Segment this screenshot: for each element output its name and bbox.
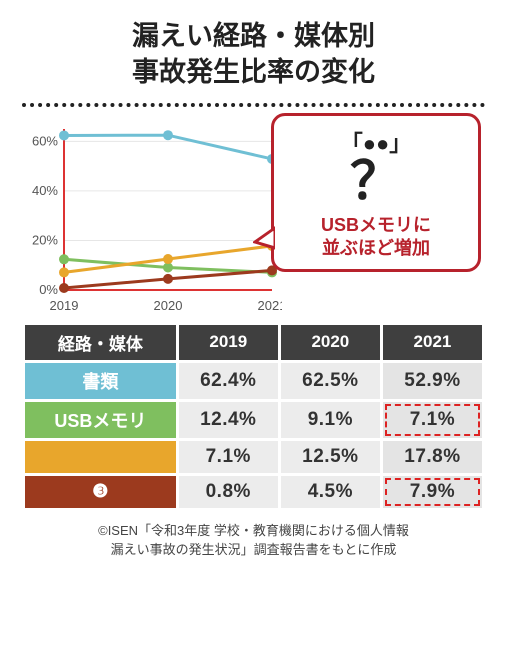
main-title: 漏えい経路・媒体別 事故発生比率の変化 (22, 18, 485, 91)
svg-text:40%: 40% (32, 183, 58, 198)
title-line-2: 事故発生比率の変化 (132, 57, 375, 87)
svg-text:2019: 2019 (50, 298, 79, 313)
table-category-cell: 書類 (25, 363, 176, 399)
table-value-cell: 62.5% (281, 363, 380, 399)
bubble-subtitle: USBメモリに 並ぶほど増加 (282, 214, 470, 261)
table-header-year: 2021 (383, 325, 482, 360)
table-row: USBメモリ12.4%9.1%7.1% (25, 402, 482, 438)
table-category-cell: ❸ (25, 476, 176, 508)
table-value-cell: 52.9% (383, 363, 482, 399)
table-value-cell: 7.1% (179, 441, 278, 473)
svg-text:0%: 0% (39, 282, 58, 297)
bubble-question-mark: ？ (282, 156, 470, 208)
table-category-cell (25, 441, 176, 473)
line-chart: 0% 20% 40% 60% 2019 2020 2021 (22, 121, 282, 316)
infographic-container: 漏えい経路・媒体別 事故発生比率の変化 0%20%40%60%201920202… (0, 0, 507, 648)
chart-area: 0%20%40%60%201920202021 「●●」 ？ USBメモリに 並… (22, 121, 485, 316)
table-value-cell: 9.1% (281, 402, 380, 438)
table-row: 書類62.4%62.5%52.9% (25, 363, 482, 399)
table-value-cell: 62.4% (179, 363, 278, 399)
dotted-divider (22, 103, 485, 107)
data-table: 経路・媒体201920202021書類62.4%62.5%52.9%USBメモリ… (22, 322, 485, 511)
table-value-cell: 0.8% (179, 476, 278, 508)
data-table-wrap: 経路・媒体201920202021書類62.4%62.5%52.9%USBメモリ… (22, 322, 485, 511)
table-value-cell: 7.9% (383, 476, 482, 508)
table-value-cell: 7.1% (383, 402, 482, 438)
table-row: 7.1%12.5%17.8% (25, 441, 482, 473)
table-value-cell: 4.5% (281, 476, 380, 508)
svg-text:20%: 20% (32, 232, 58, 247)
bubble-tail-icon (253, 226, 275, 250)
speech-bubble: 「●●」 ？ USBメモリに 並ぶほど増加 (271, 113, 481, 272)
table-value-cell: 17.8% (383, 441, 482, 473)
table-header-year: 2020 (281, 325, 380, 360)
source-citation: ©ISEN「令和3年度 学校・教育機関における個人情報 漏えい事故の発生状況」調… (22, 521, 485, 560)
svg-text:2021: 2021 (258, 298, 282, 313)
title-line-1: 漏えい経路・媒体別 (132, 21, 375, 51)
svg-text:2020: 2020 (154, 298, 183, 313)
table-header-category: 経路・媒体 (25, 325, 176, 360)
table-header-year: 2019 (179, 325, 278, 360)
table-value-cell: 12.5% (281, 441, 380, 473)
table-value-cell: 12.4% (179, 402, 278, 438)
table-category-cell: USBメモリ (25, 402, 176, 438)
bubble-box: 「●●」 ？ USBメモリに 並ぶほど増加 (271, 113, 481, 272)
table-row: ❸0.8%4.5%7.9% (25, 476, 482, 508)
svg-text:60%: 60% (32, 133, 58, 148)
